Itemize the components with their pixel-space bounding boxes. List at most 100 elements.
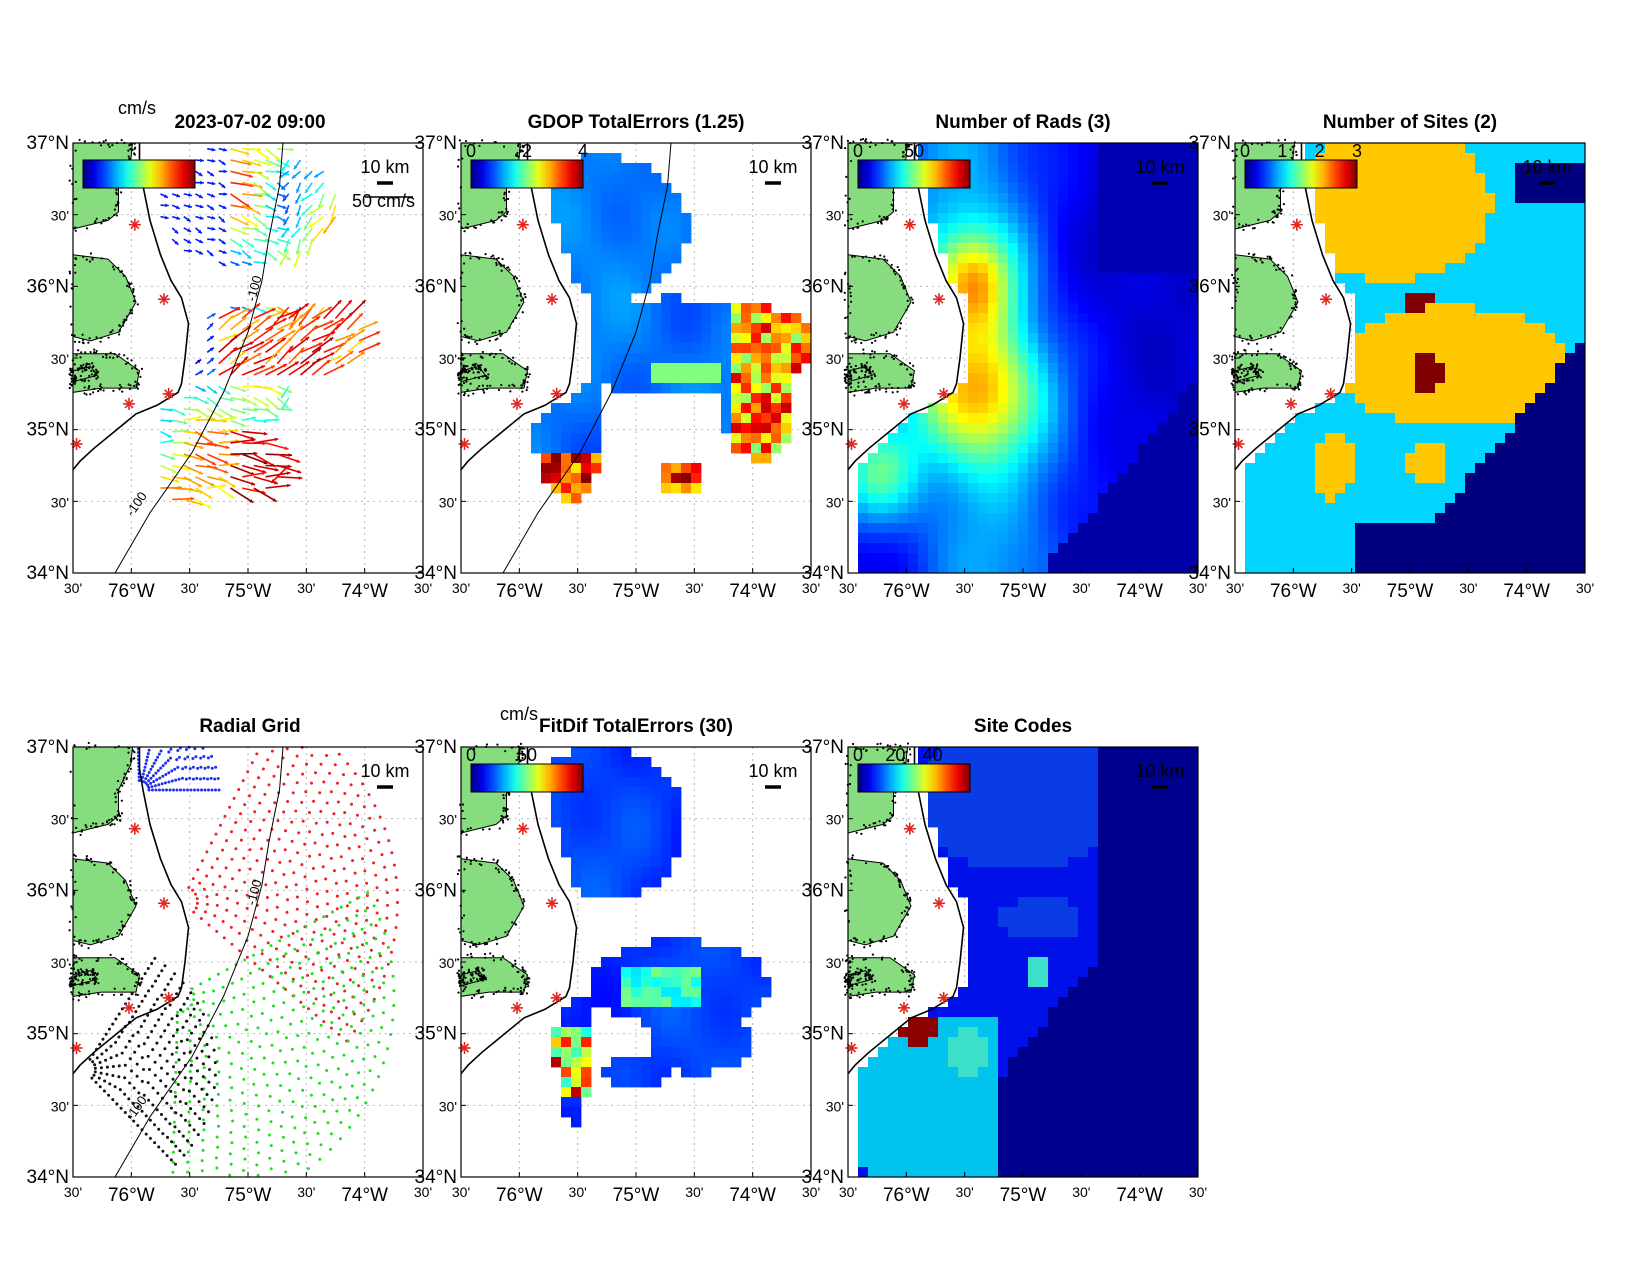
heatmap-cell <box>1068 153 1079 164</box>
heatmap-cell <box>1088 193 1099 204</box>
radial-grid-point <box>336 781 339 785</box>
heatmap-cell <box>1128 303 1139 314</box>
radial-grid-point <box>166 759 170 763</box>
heatmap-cell <box>998 353 1009 364</box>
heatmap-cell <box>1158 453 1169 464</box>
radial-grid-point <box>322 780 326 784</box>
heatmap-cell <box>1078 323 1089 334</box>
radial-grid-point <box>191 757 195 760</box>
heatmap-cell <box>968 543 979 554</box>
heatmap-cell <box>1188 233 1199 244</box>
coast-speck <box>511 383 514 386</box>
radial-grid-point <box>196 788 200 792</box>
heatmap-cell <box>1505 503 1516 514</box>
heatmap-cell <box>681 343 692 354</box>
heatmap-cell <box>591 273 602 284</box>
current-vector <box>195 238 204 244</box>
coast-speck <box>1232 281 1235 285</box>
heatmap-cell <box>1335 543 1346 554</box>
heatmap-cell <box>1118 423 1129 434</box>
heatmap-cell <box>1365 253 1376 264</box>
current-vector <box>272 306 290 326</box>
coast-speck <box>1298 380 1301 384</box>
heatmap-cell <box>1108 543 1119 554</box>
heatmap-cell <box>1068 183 1079 194</box>
heatmap-cell <box>1425 553 1436 564</box>
heatmap-cell <box>1515 233 1526 244</box>
heatmap-cell <box>641 363 652 374</box>
heatmap-cell <box>1158 483 1169 494</box>
radial-grid-point <box>154 771 158 775</box>
heatmap-cell <box>741 343 752 354</box>
heatmap-cell <box>1128 293 1139 304</box>
heatmap-cell <box>791 313 802 324</box>
heatmap-cell <box>1098 313 1109 324</box>
site-marker <box>550 387 563 400</box>
coast-speck <box>120 138 123 142</box>
heatmap-cell <box>621 213 632 224</box>
current-vector <box>195 249 204 255</box>
coast-speck <box>869 370 872 373</box>
coast-speck <box>131 148 134 152</box>
current-vector <box>241 215 259 228</box>
radial-grid-point <box>295 895 299 899</box>
heatmap-cell <box>1158 433 1169 444</box>
heatmap-cell <box>1565 543 1576 554</box>
heatmap-cell <box>988 323 999 334</box>
heatmap-cell <box>1038 543 1049 554</box>
heatmap-cell <box>1445 283 1456 294</box>
heatmap-cell <box>621 383 632 394</box>
radial-grid-point <box>318 791 322 795</box>
heatmap-cell <box>1425 413 1436 424</box>
heatmap-cell <box>751 353 762 364</box>
heatmap-cell <box>751 433 762 444</box>
heatmap-cell <box>1415 163 1426 174</box>
lon-tick-label: 75°W <box>1000 581 1047 602</box>
heatmap-cell <box>1455 413 1466 424</box>
heatmap-cell <box>1365 263 1376 274</box>
radial-grid-point <box>347 846 351 850</box>
heatmap-cell <box>1108 463 1119 474</box>
heatmap-cell <box>1048 413 1059 424</box>
isobath-label: -100 <box>123 489 150 519</box>
heatmap-cell <box>1555 563 1566 574</box>
heatmap-cell <box>938 563 949 574</box>
radial-grid-point <box>325 889 329 893</box>
heatmap-cell <box>601 303 612 314</box>
heatmap-cell <box>1505 453 1516 464</box>
heatmap-cell <box>1495 443 1506 454</box>
heatmap-cell <box>671 203 682 214</box>
heatmap-cell <box>1128 443 1139 454</box>
radial-grid-point <box>196 766 200 770</box>
current-vector <box>218 227 227 233</box>
heatmap-cell <box>1515 343 1526 354</box>
heatmap-cell <box>988 383 999 394</box>
heatmap-cell <box>1535 243 1546 254</box>
radial-grid-point <box>236 901 239 905</box>
heatmap-cell <box>1405 383 1416 394</box>
heatmap-cell <box>1395 343 1406 354</box>
title-rads: Number of Rads (3) <box>935 112 1110 133</box>
radial-grid-point <box>264 883 268 887</box>
heatmap-cell <box>1455 553 1466 564</box>
radial-grid-point <box>332 869 336 873</box>
heatmap-cell <box>1108 503 1119 514</box>
coast-speck <box>845 381 848 384</box>
coast-speck <box>132 288 135 292</box>
coast-speck <box>1231 149 1234 153</box>
radial-grid-point <box>224 866 228 870</box>
heatmap-cell <box>1525 343 1536 354</box>
coast-speck <box>87 366 90 369</box>
heatmap-cell <box>1188 413 1199 424</box>
coast-speck <box>1230 382 1233 385</box>
radial-grid-point <box>384 878 388 882</box>
heatmap-cell <box>1505 283 1516 294</box>
coastline <box>847 143 965 471</box>
heatmap-cell <box>1128 453 1139 464</box>
heatmap-cell <box>1455 173 1466 184</box>
heatmap-cell <box>661 323 672 334</box>
heatmap-cell <box>581 483 592 494</box>
heatmap-cell <box>928 523 939 534</box>
heatmap-cell <box>1555 163 1566 174</box>
heatmap-cell <box>888 483 899 494</box>
